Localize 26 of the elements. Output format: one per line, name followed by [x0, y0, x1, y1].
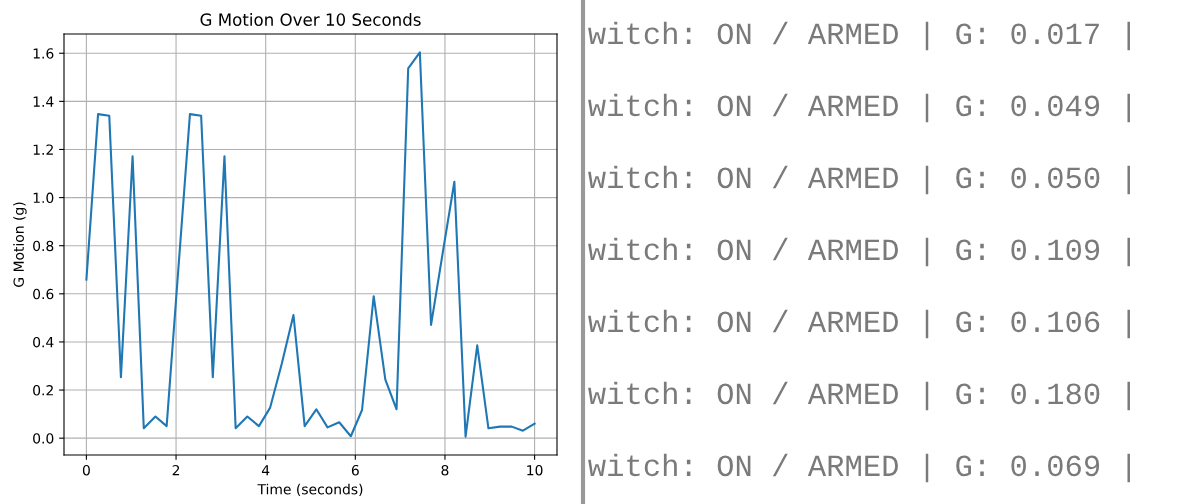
line-series — [85, 51, 536, 438]
x-axis-title: Time (seconds) — [257, 483, 363, 497]
y-tick-label: 0.0 — [33, 433, 54, 444]
y-tick-label: 0.4 — [33, 336, 54, 348]
y-axis-title: G Motion (g) — [13, 202, 27, 287]
text: witch: ON / ARMED | G: 0.017 | — [588, 21, 1130, 51]
y-tick-label: 1.0 — [33, 192, 54, 204]
text: witch: ON / ARMED | G: 0.050 | — [588, 165, 1130, 195]
x-tick-label: 4 — [261, 465, 270, 476]
text: witch: ON / ARMED | G: 0.106 | — [588, 309, 1130, 339]
text: witch: ON / ARMED | G: 0.180 | — [588, 381, 1130, 411]
x-tick-label: 10 — [527, 464, 543, 476]
y-tick-label: 1.4 — [33, 96, 54, 107]
y-tick-label: 0.8 — [33, 240, 54, 252]
chart-title: G Motion Over 10 Seconds — [200, 13, 421, 26]
text: witch: ON / ARMED | G: 0.069 | — [588, 453, 1130, 483]
y-tick-label: 1.2 — [33, 144, 53, 155]
y-tick-label: 0.6 — [33, 288, 54, 300]
x-tick-label: 6 — [351, 464, 359, 476]
text: witch: ON / ARMED | G: 0.109 | — [588, 237, 1130, 267]
text: witch: ON / ARMED | G: 0.049 | — [588, 93, 1130, 123]
y-tick-label: 1.6 — [33, 48, 54, 59]
x-tick-label: 2 — [172, 464, 180, 476]
x-tick-label: 0 — [82, 464, 90, 476]
y-tick-label: 0.2 — [33, 385, 53, 396]
x-tick-label: 8 — [441, 464, 449, 476]
